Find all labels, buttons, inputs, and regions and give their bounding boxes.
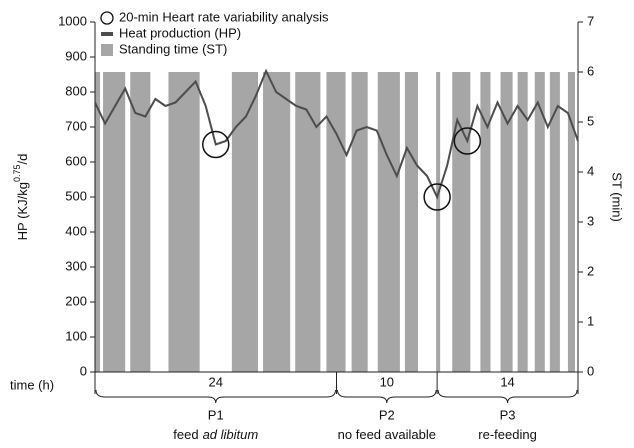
legend-bg [118,27,243,41]
bars [95,72,575,372]
period-duration: 24 [209,374,223,389]
period-description: no feed available [338,427,436,442]
standing-bar [500,72,513,372]
y2-axis-label: ST (min) [610,172,625,222]
y-tick-label: 100 [65,328,87,343]
legend-symbol [101,32,113,36]
y-tick-label: 400 [65,223,87,238]
standing-bar [103,72,126,372]
y2-tick-label: 5 [587,113,594,128]
y2-tick-label: 4 [587,163,594,178]
period-description: feed ad libitum [173,427,258,442]
legend-label: 20-min Heart rate variability analysis [119,9,329,24]
hrv-circle [423,183,451,211]
y2-tick-label: 2 [587,263,594,278]
y2-tick-label: 1 [587,313,594,328]
description-part: ad libitum [203,427,259,442]
y-label-sup: 0.75 [12,165,22,183]
standing-bar [436,72,441,372]
y-tick-label: 500 [65,188,87,203]
legend-symbol [100,11,114,25]
y2-tick-label: 7 [587,13,594,28]
standing-bar [326,72,346,372]
y-tick-label: 600 [65,153,87,168]
y-tick-label: 800 [65,83,87,98]
standing-bar [295,72,321,372]
standing-bar [168,72,200,372]
standing-bar [567,72,575,372]
standing-bar [130,72,151,372]
y2-tick-label: 0 [587,363,594,378]
y-tick-label: 200 [65,293,87,308]
legend-bg [118,43,229,57]
period-brace [95,389,336,404]
y-label-main: HP (KJ/kg [15,182,30,240]
standing-bar [452,72,471,372]
description-part: feed [173,427,198,442]
period-duration: 14 [500,374,514,389]
y-tick-label: 900 [65,48,87,63]
period-duration: 10 [380,374,394,389]
y-tick-label: 1000 [58,13,87,28]
period-brace [337,389,437,404]
y-axis-label: HP (KJ/kg0.75/d [12,154,30,241]
standing-bar [95,72,101,372]
standing-bar [263,72,291,372]
period-name: P1 [208,407,224,422]
foreground: 0 100 200 300 400 500 600 700 800 900 1000 0 1 2 3 4 5 6 7… [58,9,594,442]
legend-bg [118,11,331,25]
y-tick-label: 300 [65,258,87,273]
hrv-circle [202,130,230,159]
y-tick-label: 0 [80,363,87,378]
description-part: no feed available [338,427,436,442]
description-part: re-feeding [478,427,537,442]
standing-bar [404,72,419,372]
hp-line [94,68,579,200]
standing-bar [231,72,259,372]
standing-bar [377,72,400,372]
legend-label: Heat production (HP) [119,25,241,40]
standing-bar [351,72,368,372]
x-axis-label: time (h) [10,377,54,392]
standing-bar [549,72,560,372]
y2-tick-label: 3 [587,213,594,228]
period-description: re-feeding [478,427,537,442]
y-tick-label: 700 [65,118,87,133]
y-label-end: /d [15,154,30,165]
hrv-circle [453,127,482,155]
period-brace [437,389,578,404]
standing-bar [480,72,491,372]
period-name: P3 [500,407,516,422]
standing-bar [517,72,528,372]
standing-bar [534,72,545,372]
y2-tick-label: 6 [587,63,594,78]
legend-symbol [101,44,113,56]
legend-label: Standing time (ST) [119,41,227,56]
period-name: P2 [379,407,395,422]
